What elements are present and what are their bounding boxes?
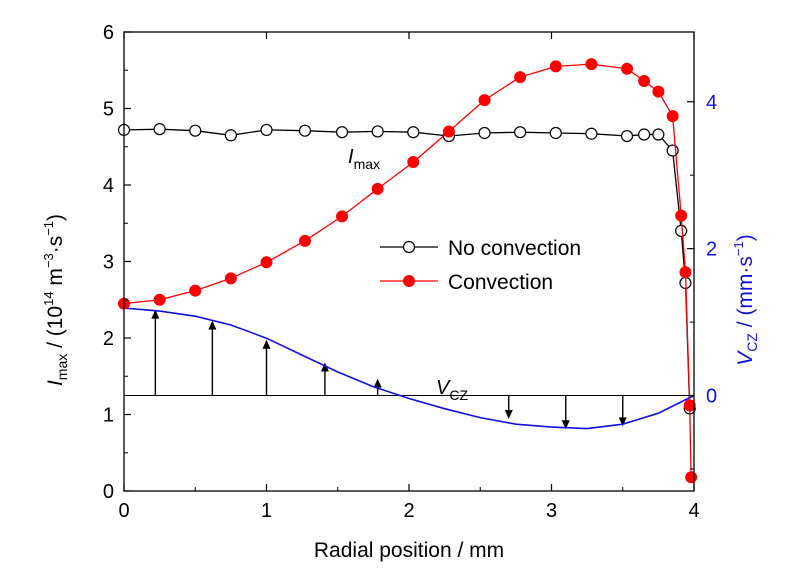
legend-label-no-convection: No convection	[448, 237, 581, 260]
point-convection	[371, 182, 384, 195]
point-no-convection	[675, 224, 688, 237]
y-tick-label: 5	[103, 99, 114, 121]
point-convection	[407, 156, 420, 169]
point-convection	[683, 399, 696, 412]
vcz-arrow-head	[504, 410, 513, 420]
annotation-imax: Imax	[348, 146, 380, 172]
point-convection	[621, 62, 634, 75]
point-convection	[442, 125, 455, 138]
vcz-arrow-head	[561, 420, 570, 430]
point-no-convection	[298, 124, 312, 137]
point-no-convection	[335, 126, 349, 139]
x-tick-label: 0	[118, 500, 129, 522]
legend: No convection Convection	[380, 237, 581, 294]
x-tick-label: 1	[261, 500, 272, 522]
point-convection	[260, 256, 273, 269]
annotation-vcz: VCZ	[436, 377, 468, 403]
vcz-arrow-head	[208, 320, 217, 330]
point-no-convection	[638, 128, 651, 141]
point-no-convection	[478, 126, 491, 140]
point-convection	[666, 110, 679, 123]
point-no-convection	[371, 125, 384, 138]
point-no-convection	[652, 128, 665, 141]
point-convection	[298, 234, 311, 247]
point-no-convection	[189, 124, 202, 137]
series-line-no-convection	[123, 128, 691, 409]
y-tick-label: 2	[103, 328, 114, 350]
point-no-convection	[514, 126, 527, 139]
plot-area	[117, 58, 698, 484]
point-convection	[685, 471, 698, 484]
point-no-convection	[620, 129, 634, 143]
point-convection	[652, 85, 665, 98]
y-tick-label: 4	[103, 175, 114, 197]
point-convection	[638, 74, 651, 87]
point-convection	[478, 94, 491, 107]
point-convection	[336, 210, 349, 223]
point-convection	[153, 293, 166, 306]
x-tick-label: 2	[403, 500, 414, 522]
plot-frame	[123, 31, 695, 492]
point-convection	[224, 272, 237, 285]
y-tick-label: 3	[103, 252, 114, 274]
y2-tick-label: 4	[706, 92, 717, 114]
vcz-arrow-head	[373, 378, 382, 388]
vcz-arrow-head	[262, 339, 271, 349]
point-convection	[189, 284, 202, 297]
y-axis-title: Imax / (1014 m−3·s−1)	[41, 214, 70, 386]
point-no-convection	[407, 126, 420, 139]
point-convection	[585, 58, 598, 71]
point-no-convection	[153, 123, 166, 136]
point-convection	[514, 71, 527, 84]
legend-label-convection: Convection	[448, 271, 553, 294]
vcz-arrow-head	[320, 362, 329, 372]
point-convection	[675, 209, 688, 222]
axes: 0 1 2 3 4 0 1 2 3 4 5 6 0 2 4	[103, 22, 717, 522]
point-convection	[679, 266, 692, 279]
y-tick-label: 0	[103, 481, 114, 503]
point-no-convection	[549, 126, 562, 140]
y2-tick-label: 2	[706, 239, 717, 261]
vcz-curve	[123, 307, 695, 430]
x-tick-label: 4	[688, 500, 699, 522]
point-no-convection	[585, 127, 598, 140]
y-tick-label: 1	[103, 405, 114, 427]
y2-tick-label: 0	[706, 386, 717, 408]
point-convection	[549, 60, 562, 73]
x-tick-label: 3	[546, 500, 557, 522]
point-no-convection	[260, 123, 273, 137]
x-axis-title: Radial position / mm	[314, 539, 504, 562]
series-line-convection	[123, 63, 692, 478]
vcz-arrow-head	[151, 309, 160, 319]
y-tick-label: 6	[103, 22, 114, 44]
legend-marker-no-convection	[402, 240, 416, 254]
vcz-arrow-head	[618, 417, 627, 427]
legend-marker-convection	[403, 275, 415, 287]
point-no-convection	[224, 129, 237, 142]
y2-axis-title: VCZ / (mm·s−1)	[731, 234, 760, 366]
